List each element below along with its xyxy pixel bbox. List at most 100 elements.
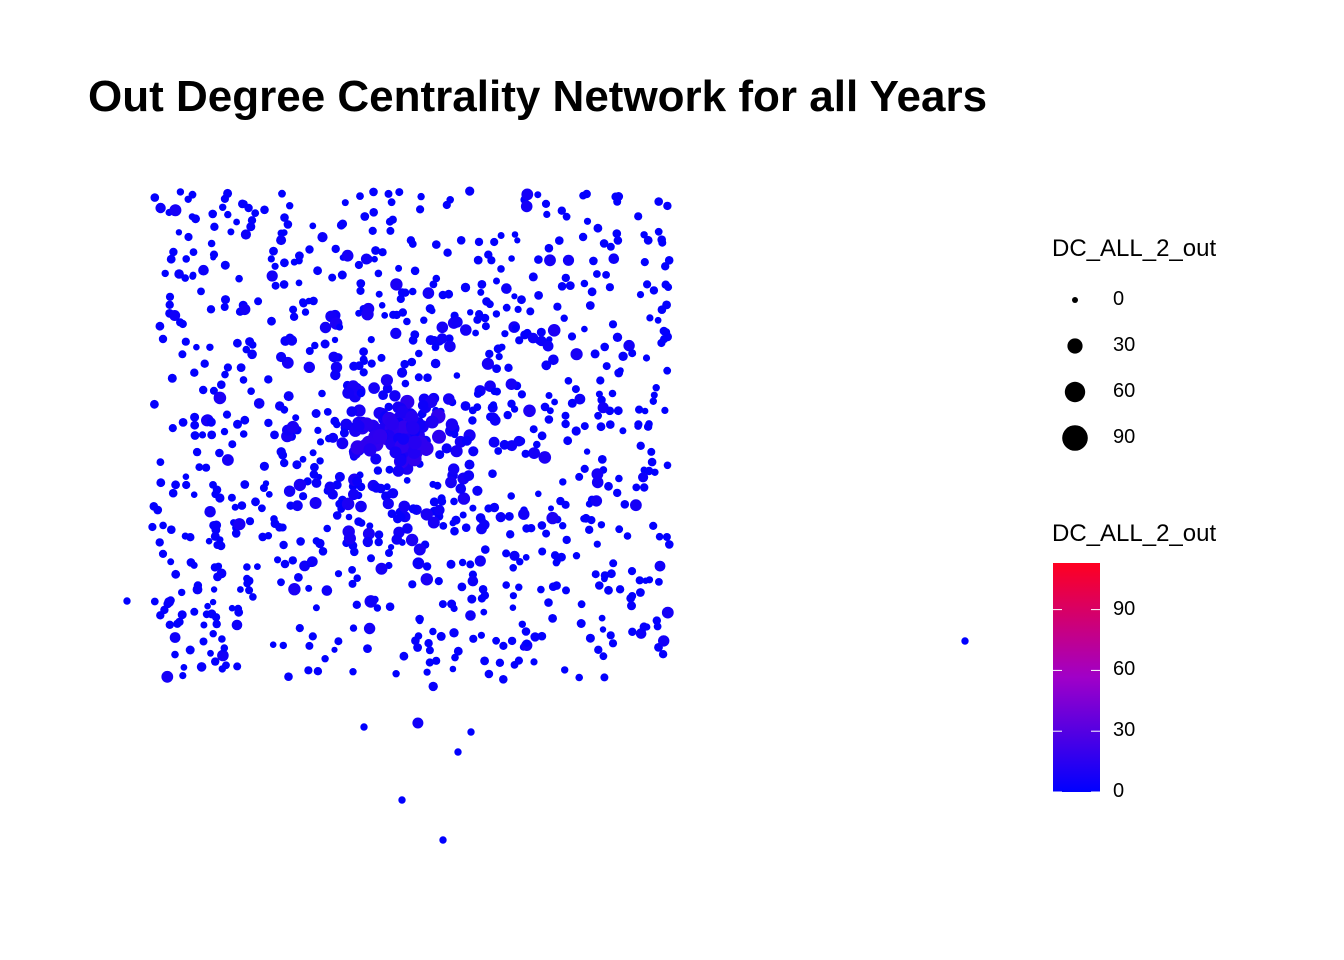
network-node — [216, 541, 226, 551]
network-node — [175, 229, 183, 236]
network-node — [497, 232, 505, 239]
network-node — [242, 345, 251, 354]
network-node — [509, 564, 517, 572]
network-node — [649, 397, 657, 405]
network-node — [275, 401, 285, 411]
network-node — [239, 376, 248, 384]
network-node — [557, 282, 567, 291]
network-node — [331, 646, 338, 653]
network-node — [362, 536, 373, 548]
network-node — [654, 560, 666, 572]
network-node — [574, 393, 586, 405]
network-node — [235, 274, 243, 283]
network-node — [186, 558, 196, 567]
network-node — [178, 418, 188, 427]
network-node — [432, 274, 441, 283]
network-node — [444, 289, 454, 299]
network-node — [323, 524, 332, 533]
network-node — [332, 511, 342, 520]
network-node — [160, 605, 169, 615]
network-node — [360, 723, 368, 731]
network-node — [206, 305, 216, 314]
color-legend-label: 60 — [1113, 658, 1136, 681]
network-node — [169, 247, 178, 257]
network-node — [509, 604, 517, 611]
network-node — [279, 540, 288, 550]
network-node — [349, 624, 358, 632]
network-node — [392, 465, 404, 477]
network-node — [420, 573, 433, 586]
network-node — [520, 200, 533, 213]
network-node — [270, 430, 279, 440]
network-node — [356, 279, 366, 288]
network-node — [240, 415, 250, 425]
network-node — [534, 191, 542, 199]
network-node — [350, 440, 365, 455]
network-node — [469, 504, 477, 512]
network-node — [313, 667, 323, 676]
network-node — [617, 367, 624, 374]
network-node — [385, 549, 393, 557]
network-node — [547, 324, 561, 337]
network-node — [658, 635, 670, 647]
network-node — [450, 445, 463, 458]
network-node — [599, 626, 607, 633]
network-node — [308, 632, 317, 641]
network-node — [386, 226, 395, 235]
network-node — [219, 203, 227, 211]
network-node — [446, 559, 456, 569]
network-node — [655, 578, 663, 586]
network-node — [222, 454, 234, 466]
network-node — [197, 287, 205, 296]
network-node — [552, 581, 561, 590]
network-node — [504, 363, 513, 372]
network-node — [195, 463, 204, 471]
network-node — [467, 594, 477, 604]
network-node — [652, 616, 661, 625]
network-node — [323, 408, 332, 416]
network-nodes — [123, 186, 969, 844]
network-node — [661, 262, 670, 271]
network-node — [296, 537, 305, 546]
network-node — [553, 302, 562, 311]
network-node — [640, 483, 649, 492]
network-node — [158, 549, 168, 559]
network-node — [363, 443, 377, 457]
network-node — [349, 361, 359, 371]
network-node — [505, 512, 514, 521]
network-node — [594, 411, 602, 420]
network-node — [210, 222, 219, 231]
network-node — [593, 540, 601, 548]
network-node — [168, 488, 178, 498]
network-node — [367, 554, 375, 563]
network-node — [480, 656, 489, 666]
network-node — [345, 513, 353, 521]
network-node — [654, 197, 663, 206]
network-node — [600, 342, 609, 352]
network-node — [264, 375, 273, 384]
network-node — [663, 461, 672, 470]
network-node — [276, 351, 287, 363]
network-node — [309, 449, 317, 457]
network-node — [328, 273, 337, 282]
network-node — [293, 478, 307, 492]
network-node — [628, 627, 637, 636]
network-node — [439, 836, 447, 844]
network-node — [538, 547, 547, 556]
network-node — [161, 269, 169, 278]
network-node — [355, 309, 362, 317]
network-node — [328, 351, 340, 363]
network-node — [220, 194, 229, 203]
network-node — [193, 343, 200, 351]
network-node — [327, 432, 339, 443]
network-node — [150, 193, 160, 202]
network-node — [580, 464, 589, 473]
network-node — [632, 483, 641, 492]
network-node — [501, 330, 509, 338]
network-node — [578, 232, 588, 242]
network-node — [413, 557, 423, 568]
network-node — [218, 665, 226, 673]
network-node — [339, 428, 349, 438]
network-node — [178, 350, 187, 359]
network-node — [371, 482, 382, 493]
